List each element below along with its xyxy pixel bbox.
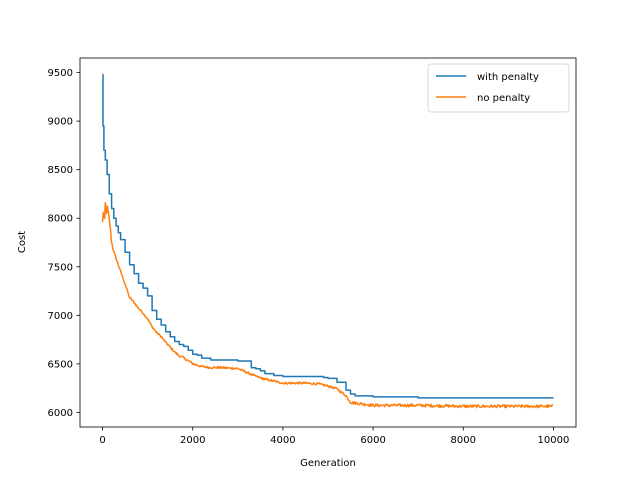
x-axis-label: Generation [300, 458, 356, 469]
x-tick-label: 4000 [270, 435, 295, 446]
y-tick-label: 8500 [48, 165, 73, 176]
x-tick-label: 2000 [180, 435, 205, 446]
series-line-with-penalty [102, 73, 554, 399]
legend: with penalty no penalty [427, 63, 570, 113]
series-line-no-penalty [101, 201, 554, 409]
y-axis: 6000 6500 7000 7500 8000 8500 9000 9500 [48, 68, 80, 419]
x-tick-label: 6000 [360, 435, 385, 446]
y-tick-label: 9000 [48, 117, 73, 128]
x-tick-label: 10000 [538, 435, 570, 446]
y-tick-label: 6500 [48, 359, 73, 370]
plot-area [101, 73, 554, 409]
y-tick-label: 8000 [48, 214, 73, 225]
y-tick-label: 6000 [48, 408, 73, 419]
y-tick-label: 7500 [48, 262, 73, 273]
x-axis: 0 2000 4000 6000 8000 10000 [99, 427, 569, 446]
x-tick-label: 8000 [451, 435, 476, 446]
legend-label-no-penalty: no penalty [477, 93, 530, 104]
legend-label-with-penalty: with penalty [477, 72, 539, 83]
axes-frame [79, 57, 577, 428]
y-tick-label: 9500 [48, 68, 73, 79]
x-tick-label: 0 [99, 435, 105, 446]
y-tick-label: 7000 [48, 311, 73, 322]
y-axis-label: Cost [17, 231, 28, 253]
